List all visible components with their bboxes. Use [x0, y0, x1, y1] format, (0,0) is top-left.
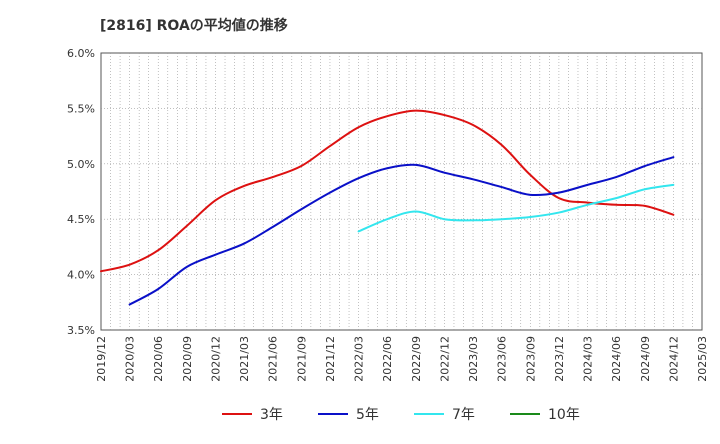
- x-tick-label: 2023/06: [496, 336, 509, 382]
- x-tick-label: 2020/12: [209, 336, 222, 382]
- x-tick-label: 2022/12: [438, 336, 451, 382]
- x-tick-label: 2024/09: [639, 336, 652, 382]
- x-tick-label: 2025/03: [696, 336, 709, 382]
- x-tick-label: 2022/06: [381, 336, 394, 382]
- y-tick-label: 3.5%: [67, 324, 95, 337]
- legend-label: 7年: [452, 407, 475, 423]
- y-tick-label: 5.5%: [67, 102, 95, 115]
- y-tick-label: 6.0%: [67, 47, 95, 60]
- x-tick-label: 2024/06: [610, 336, 623, 382]
- series-line-2: [128, 156, 675, 306]
- x-tick-label: 2021/09: [295, 336, 308, 382]
- x-tick-label: 2022/03: [353, 336, 366, 382]
- x-tick-label: 2023/09: [524, 336, 537, 382]
- x-tick-label: 2021/12: [324, 336, 337, 382]
- legend-label: 5年: [356, 407, 379, 423]
- chart-title: [2816] ROAの平均値の推移: [100, 17, 288, 34]
- series-line-1: [100, 109, 675, 273]
- legend-label: 10年: [548, 407, 580, 423]
- x-tick-label: 2024/03: [582, 336, 595, 382]
- y-tick-label: 4.0%: [67, 269, 95, 282]
- x-tick-label: 2023/03: [467, 336, 480, 382]
- x-tick-label: 2020/06: [152, 336, 165, 382]
- x-tick-label: 2019/12: [95, 336, 108, 382]
- x-tick-label: 2021/06: [267, 336, 280, 382]
- plot-area: [100, 52, 703, 331]
- x-tick-label: 2023/12: [553, 336, 566, 382]
- y-tick-label: 4.5%: [67, 213, 95, 226]
- x-tick-label: 2021/03: [238, 336, 251, 382]
- x-tick-label: 2020/09: [181, 336, 194, 382]
- y-tick-label: 5.0%: [67, 158, 95, 171]
- series-line-3: [357, 183, 675, 233]
- legend-label: 3年: [260, 407, 283, 423]
- x-tick-label: 2022/09: [410, 336, 423, 382]
- x-tick-label: 2024/12: [667, 336, 680, 382]
- x-tick-label: 2020/03: [124, 336, 137, 382]
